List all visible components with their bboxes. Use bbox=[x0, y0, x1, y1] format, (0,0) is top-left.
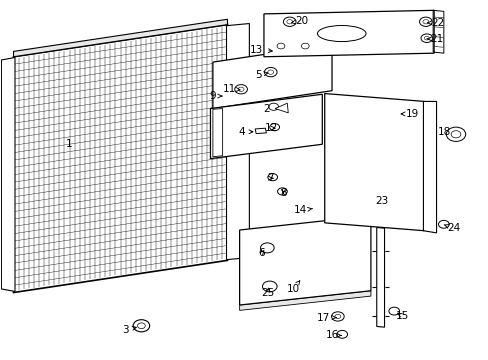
Text: 3: 3 bbox=[122, 325, 136, 335]
Circle shape bbox=[450, 131, 460, 138]
Text: 17: 17 bbox=[317, 312, 335, 323]
Polygon shape bbox=[324, 94, 424, 231]
Circle shape bbox=[277, 188, 287, 195]
Polygon shape bbox=[226, 23, 249, 260]
Circle shape bbox=[419, 17, 431, 26]
Text: 12: 12 bbox=[264, 123, 277, 133]
Text: 20: 20 bbox=[291, 16, 308, 26]
Circle shape bbox=[388, 307, 399, 315]
Circle shape bbox=[336, 330, 347, 338]
Text: 6: 6 bbox=[258, 248, 264, 258]
Circle shape bbox=[137, 323, 145, 329]
Circle shape bbox=[260, 243, 274, 253]
Text: 16: 16 bbox=[325, 330, 341, 341]
Circle shape bbox=[446, 127, 465, 141]
Polygon shape bbox=[423, 102, 436, 233]
Text: 19: 19 bbox=[400, 109, 418, 119]
Circle shape bbox=[133, 320, 149, 332]
Text: 8: 8 bbox=[280, 188, 286, 198]
Polygon shape bbox=[14, 24, 227, 293]
Circle shape bbox=[267, 70, 273, 74]
Circle shape bbox=[331, 312, 344, 321]
Text: 4: 4 bbox=[238, 127, 252, 137]
Circle shape bbox=[283, 17, 295, 26]
Text: 11: 11 bbox=[223, 84, 240, 94]
Polygon shape bbox=[239, 216, 370, 305]
Polygon shape bbox=[255, 128, 266, 134]
Circle shape bbox=[267, 174, 277, 181]
Circle shape bbox=[268, 103, 278, 111]
Text: 15: 15 bbox=[395, 311, 408, 321]
Circle shape bbox=[420, 34, 432, 42]
Circle shape bbox=[269, 123, 279, 131]
Circle shape bbox=[264, 67, 277, 77]
Circle shape bbox=[234, 85, 247, 94]
Text: 9: 9 bbox=[209, 91, 222, 101]
Polygon shape bbox=[376, 228, 384, 327]
Text: 24: 24 bbox=[443, 223, 459, 233]
Circle shape bbox=[424, 36, 428, 40]
Text: 10: 10 bbox=[286, 281, 299, 294]
Text: 22: 22 bbox=[427, 18, 444, 28]
Text: 21: 21 bbox=[426, 34, 442, 44]
Text: 5: 5 bbox=[254, 69, 267, 80]
Circle shape bbox=[334, 314, 340, 319]
Circle shape bbox=[238, 87, 244, 91]
Polygon shape bbox=[210, 94, 322, 158]
Polygon shape bbox=[275, 103, 287, 113]
Text: 14: 14 bbox=[293, 205, 312, 215]
Text: 18: 18 bbox=[437, 127, 450, 137]
Text: 7: 7 bbox=[266, 173, 273, 183]
Polygon shape bbox=[212, 44, 331, 109]
Circle shape bbox=[438, 220, 448, 228]
Circle shape bbox=[422, 19, 428, 24]
Text: 1: 1 bbox=[66, 139, 73, 149]
Polygon shape bbox=[239, 291, 370, 310]
Text: 2: 2 bbox=[263, 104, 269, 113]
Polygon shape bbox=[264, 10, 433, 57]
Text: 25: 25 bbox=[261, 288, 274, 297]
Text: 23: 23 bbox=[374, 197, 387, 206]
Polygon shape bbox=[14, 19, 227, 57]
Text: 13: 13 bbox=[249, 45, 272, 55]
Circle shape bbox=[286, 19, 292, 24]
Circle shape bbox=[262, 281, 277, 292]
Polygon shape bbox=[1, 58, 15, 292]
Polygon shape bbox=[212, 109, 222, 157]
